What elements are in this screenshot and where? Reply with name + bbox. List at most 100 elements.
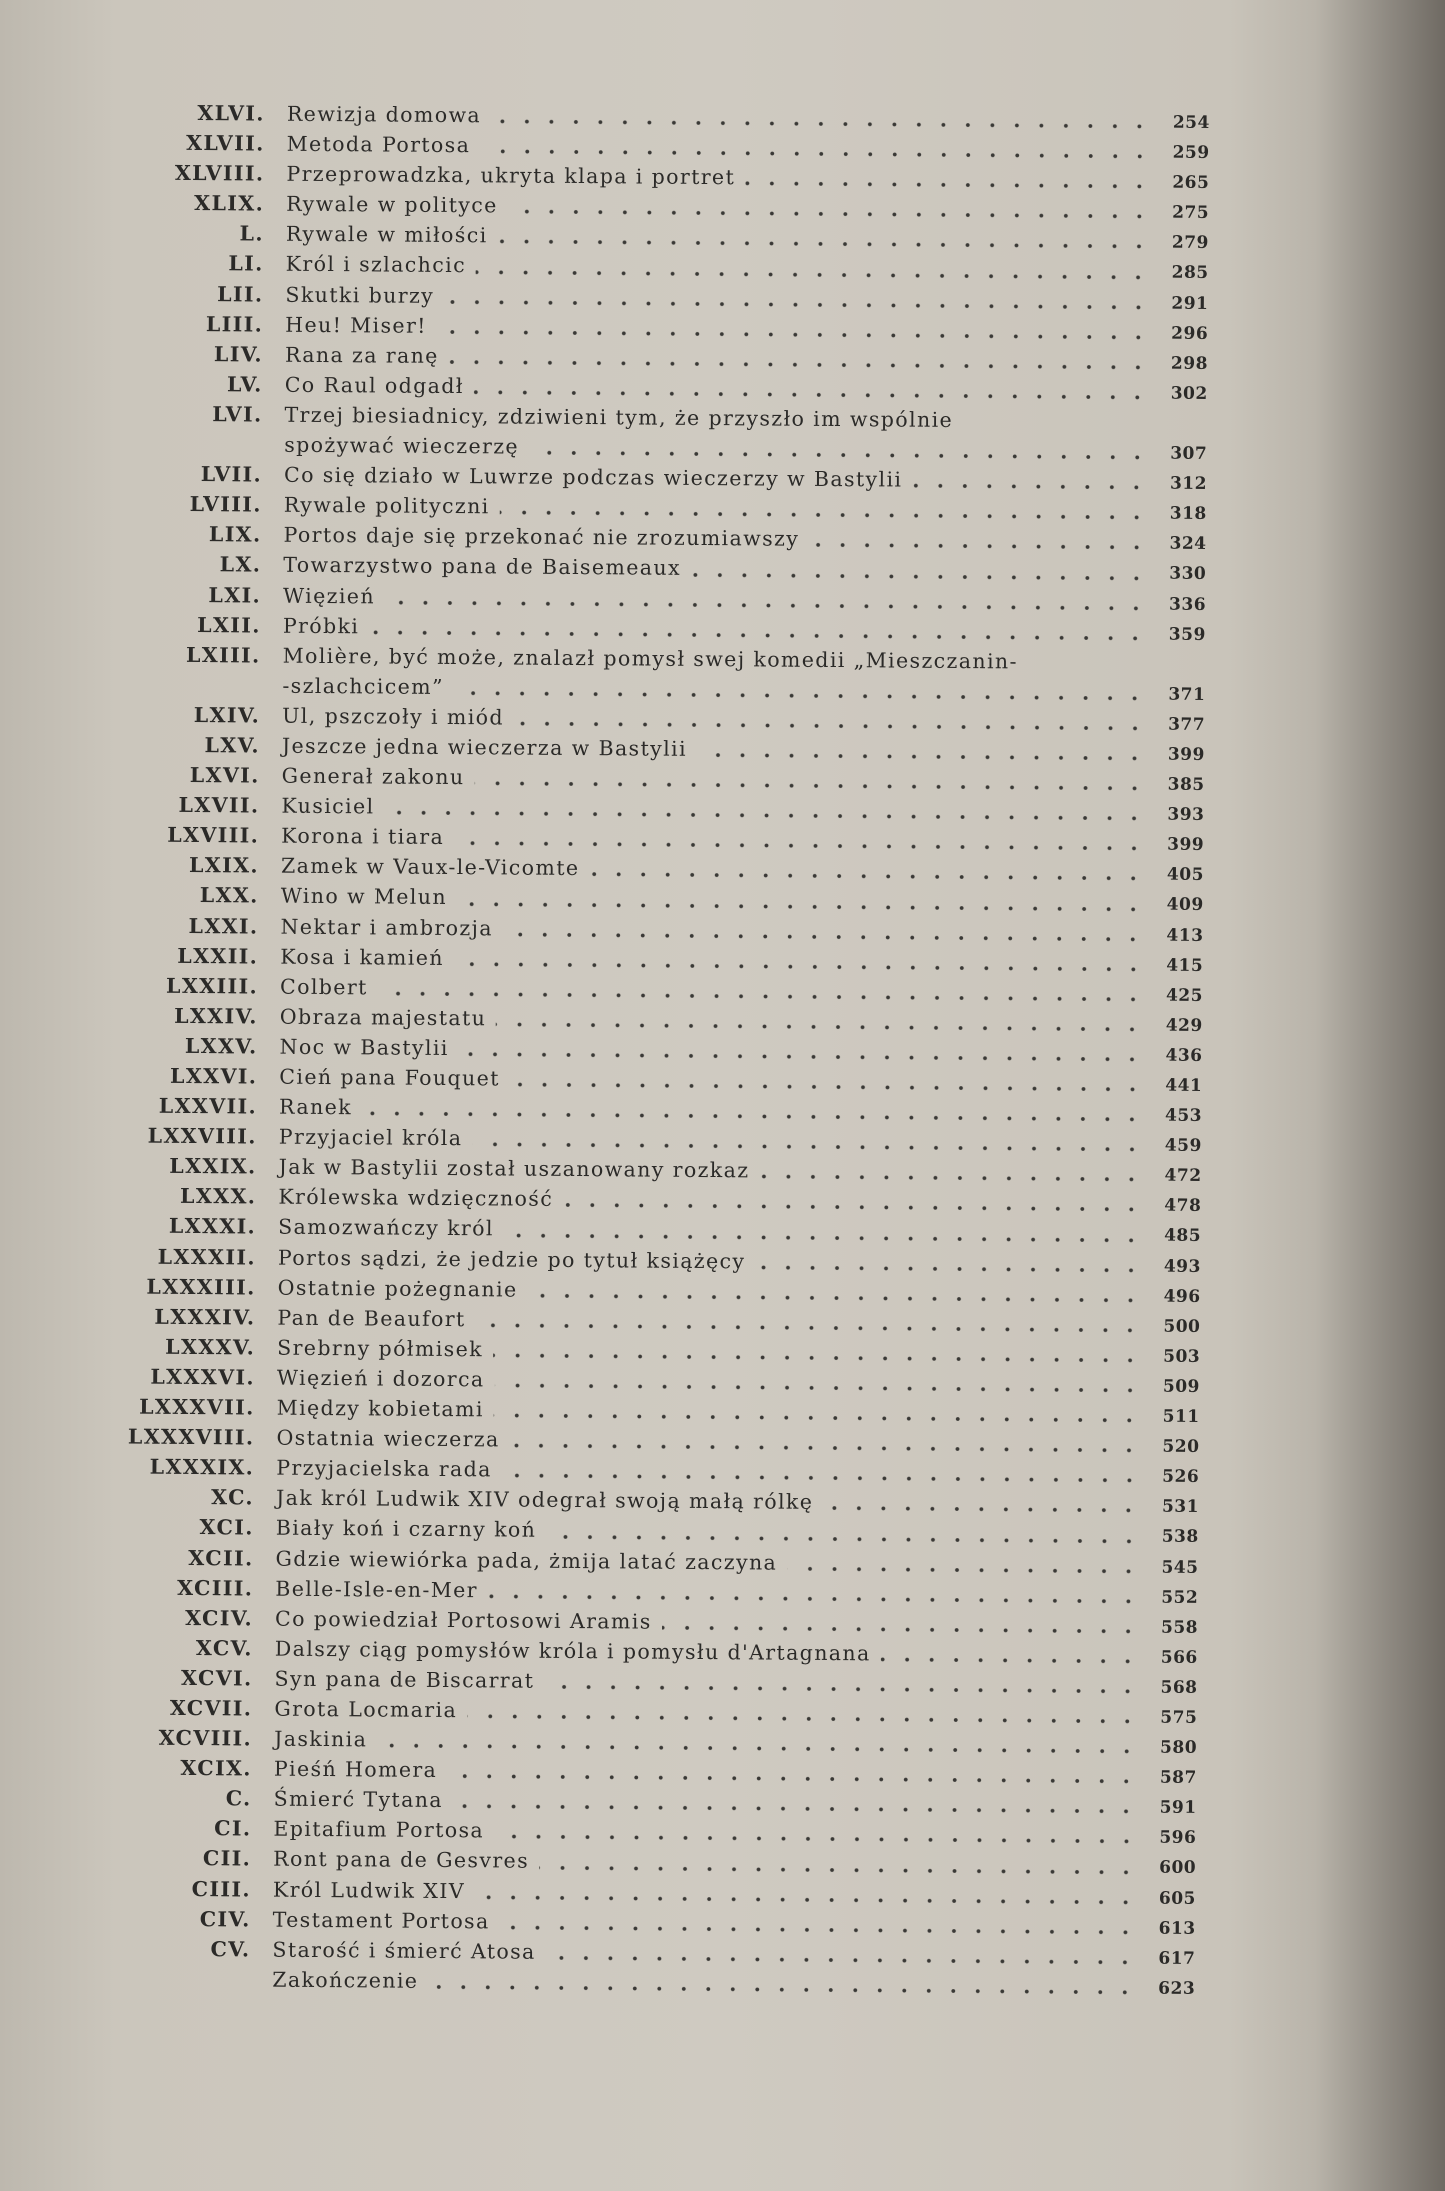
dot-leader — [509, 1441, 1142, 1455]
chapter-title: Król Ludwik XIV — [272, 1877, 466, 1903]
page-number: 415 — [1166, 955, 1204, 976]
page-number: 371 — [1168, 684, 1206, 705]
dot-leader — [472, 1140, 1144, 1154]
chapter-number: L. — [239, 221, 265, 246]
chapter-number — [67, 450, 284, 452]
chapter-title: Ostatnie pożegnanie — [277, 1275, 518, 1302]
chapter-number: LXXXIX. — [149, 1454, 255, 1480]
chapter-number: XLVI. — [197, 101, 265, 126]
chapter-title: Rewizja domowa — [286, 101, 482, 128]
page-number: 399 — [1167, 834, 1205, 856]
chapter-title: Molière, być może, znalazł pomysł swej k… — [282, 643, 1019, 674]
chapter-number: LXXIX. — [169, 1154, 257, 1179]
chapter-title: Generał zakonu — [281, 763, 465, 790]
chapter-number: CV. — [210, 1936, 251, 1962]
chapter-title: Obraza majestatu — [279, 1004, 487, 1031]
page-number: 399 — [1167, 744, 1205, 765]
page-number: 580 — [1160, 1737, 1198, 1758]
page-number: 558 — [1160, 1617, 1199, 1638]
chapter-title: Towarzystwo pana de Baisemeaux — [283, 553, 682, 581]
page-number: 254 — [1172, 112, 1210, 133]
chapter-title: Starość i śmierć Atosa — [272, 1937, 536, 1964]
chapter-title: Dalszy ciąg pomysłów króla i pomysłu d'A… — [274, 1636, 871, 1666]
chapter-title: Ostatnia wieczerza — [276, 1425, 500, 1452]
page-number: 493 — [1163, 1256, 1201, 1277]
chapter-title: Przyjaciel króla — [278, 1124, 463, 1151]
page-number: 500 — [1163, 1316, 1201, 1337]
chapter-number: LXIX. — [188, 853, 260, 878]
page-number: 600 — [1159, 1858, 1197, 1879]
chapter-number: LXXXI. — [168, 1214, 257, 1239]
chapter-number: XCVIII. — [158, 1725, 253, 1751]
dot-leader — [377, 1741, 1140, 1756]
chapter-number: LXXIV. — [174, 1003, 258, 1029]
page-number: 307 — [1170, 443, 1208, 464]
chapter-title: Rywale polityczni — [283, 492, 490, 519]
chapter-title: Nektar i ambrozja — [280, 914, 494, 940]
dot-leader — [502, 930, 1146, 944]
page-number: 485 — [1164, 1226, 1202, 1247]
chapter-title: Colbert — [279, 974, 368, 1000]
chapter-number: LVIII. — [189, 492, 262, 517]
dot-leader — [661, 1623, 1141, 1636]
page-number: 265 — [1172, 172, 1210, 194]
dot-leader — [474, 779, 1147, 793]
chapter-number: XCVII. — [169, 1695, 253, 1721]
page-number: 568 — [1160, 1677, 1198, 1698]
page-number: 613 — [1158, 1918, 1196, 1939]
dot-leader — [528, 448, 1150, 462]
chapter-title: Jaskinia — [274, 1726, 368, 1752]
chapter-number: C. — [225, 1786, 252, 1811]
chapter-title: Kosa i kamień — [280, 944, 444, 970]
page-number: 605 — [1158, 1888, 1196, 1909]
dot-leader — [454, 839, 1147, 853]
dot-leader — [384, 808, 1147, 823]
chapter-title: Rywale w polityce — [286, 191, 498, 218]
dot-leader — [473, 388, 1150, 402]
chapter-number: XCVI. — [181, 1665, 253, 1691]
page-number: 496 — [1163, 1286, 1201, 1307]
dot-leader — [493, 1832, 1139, 1846]
chapter-title: Zakończenie — [272, 1967, 419, 1993]
chapter-title: Królewska wdzięczność — [278, 1185, 554, 1212]
page-number: 413 — [1166, 925, 1204, 946]
dot-leader — [384, 598, 1149, 613]
dot-leader — [428, 1982, 1138, 1997]
chapter-number — [55, 1985, 272, 1987]
chapter-title: Między kobietami — [276, 1395, 484, 1422]
chapter-number: LXVII. — [178, 793, 260, 818]
page-number: 285 — [1171, 263, 1209, 284]
chapter-title: Przeprowadzka, ukryta klapa i portret — [286, 161, 736, 190]
chapter-number: XCIX. — [180, 1756, 252, 1781]
dot-leader — [453, 959, 1146, 974]
chapter-number: LXIV. — [193, 702, 261, 728]
chapter-number: LIV. — [213, 341, 264, 367]
chapter-number: LXXVIII. — [147, 1123, 257, 1149]
dot-leader — [507, 207, 1152, 221]
page-number: 429 — [1165, 1015, 1203, 1036]
chapter-number: LXVI. — [189, 763, 260, 788]
chapter-title: Rywale w miłości — [285, 222, 488, 248]
chapter-number: LXXXIII. — [146, 1274, 256, 1300]
chapter-title: Korona i tiara — [281, 823, 445, 850]
page-number: 511 — [1162, 1406, 1200, 1427]
chapter-number: LXXXVI. — [150, 1364, 256, 1390]
chapter-title: Jak król Ludwik XIV odegrał swoją małą r… — [275, 1485, 814, 1515]
dot-leader — [880, 1655, 1140, 1666]
chapter-title: Belle-Isle-en-Mer — [275, 1576, 478, 1602]
chapter-title: Co się działo w Luwrze podczas wieczerzy… — [283, 462, 903, 492]
chapter-number: LXXXII. — [157, 1244, 257, 1270]
page-number: 312 — [1169, 473, 1208, 495]
page-number: 298 — [1170, 353, 1209, 374]
dot-leader — [823, 1504, 1141, 1515]
dot-leader — [494, 1381, 1142, 1395]
page-number: 552 — [1161, 1587, 1199, 1608]
dot-leader — [589, 870, 1146, 883]
page-number: 575 — [1160, 1707, 1198, 1728]
page-number: 566 — [1160, 1647, 1198, 1668]
page-number: 441 — [1165, 1075, 1203, 1096]
chapter-title: Więzień i dozorca — [276, 1365, 485, 1392]
chapter-title: Trzej biesiadnicy, zdziwieni tym, że prz… — [284, 402, 954, 432]
page-number: 336 — [1168, 594, 1207, 615]
chapter-number: LXXXIV. — [154, 1304, 256, 1330]
